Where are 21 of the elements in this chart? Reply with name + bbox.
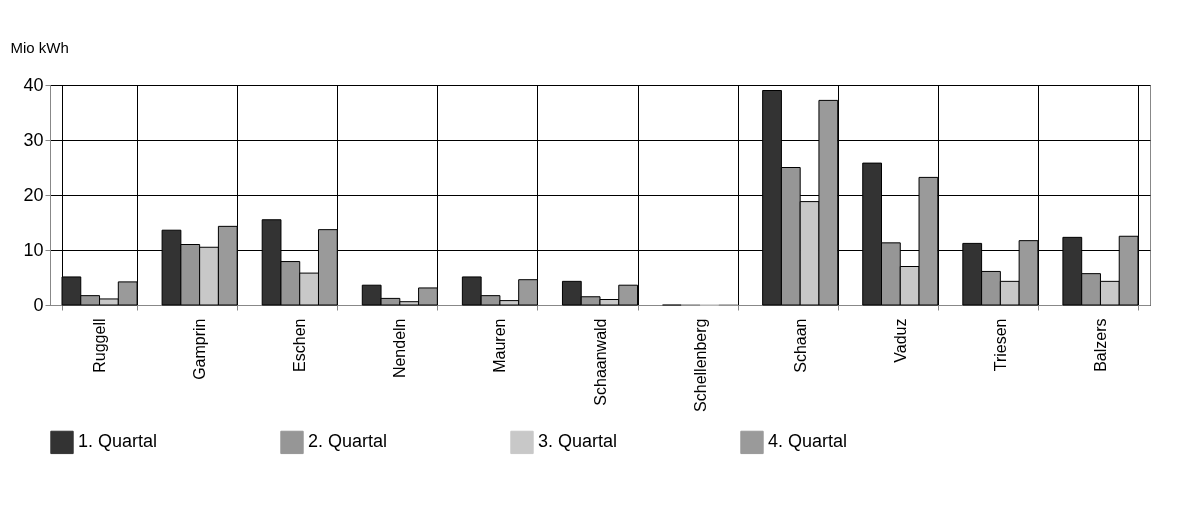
x-tick-label: Schellenberg	[691, 318, 709, 412]
x-tick-label: Ruggell	[91, 318, 109, 373]
legend-label: 4. Quartal	[768, 431, 848, 452]
x-tick-label: Nendeln	[391, 318, 409, 379]
y-axis-title: Mio kWh	[10, 38, 69, 56]
x-tick-label: Vaduz	[891, 318, 909, 363]
legend-label: 1. Quartal	[78, 431, 158, 452]
x-tick-label: Balzers	[1091, 318, 1109, 372]
y-tick-label: 40	[23, 74, 44, 95]
y-tick-label: 30	[23, 129, 44, 150]
x-tick-label: Schaan	[791, 318, 809, 373]
legend-label: 2. Quartal	[308, 431, 388, 452]
x-tick-label: Triesen	[991, 318, 1009, 372]
x-tick-label: Mauren	[491, 318, 509, 373]
y-tick-label: 10	[23, 239, 44, 260]
legend-label: 3. Quartal	[538, 431, 618, 452]
y-tick-label: 20	[23, 184, 44, 205]
y-tick-label: 0	[33, 294, 44, 315]
x-tick-label: Schaanwald	[591, 318, 609, 406]
x-tick-label: Gamprin	[191, 318, 209, 380]
x-tick-label: Eschen	[291, 318, 309, 372]
